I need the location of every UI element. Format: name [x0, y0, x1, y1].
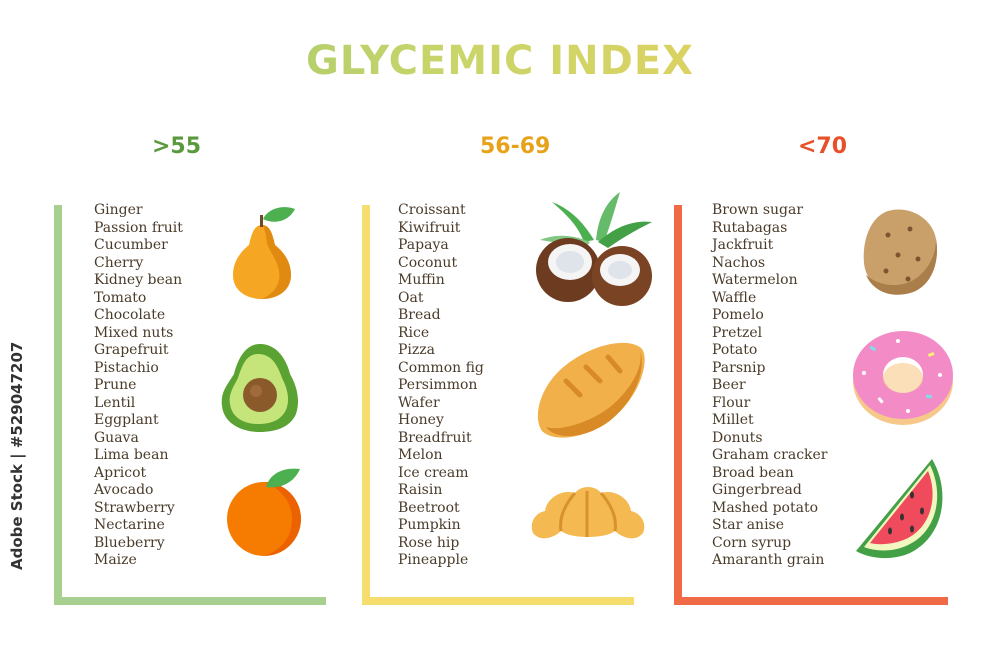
watermelon-icon [856, 459, 943, 559]
food-item: Maize [94, 552, 137, 568]
food-item: Beer [712, 377, 746, 393]
food-item: Gingerbread [712, 482, 802, 498]
food-item: Lima bean [94, 447, 169, 463]
column-frame-left-medium [362, 205, 370, 605]
food-item: Honey [398, 412, 444, 428]
food-item: Cucumber [94, 237, 168, 253]
food-item: Prune [94, 377, 137, 393]
food-item: Chocolate [94, 307, 166, 323]
food-item: Flour [712, 394, 751, 411]
food-item: Pizza [398, 342, 435, 358]
food-item: Millet [712, 412, 754, 428]
food-item: Broad bean [712, 464, 794, 481]
food-item: Pistachio [94, 359, 159, 376]
page-title: GLYCEMIC INDEX [0, 38, 1000, 84]
food-item: Pretzel [712, 324, 763, 341]
food-item: Graham cracker [712, 447, 828, 463]
food-item: Nachos [712, 254, 766, 271]
food-item: Parsnip [712, 359, 766, 376]
food-item: Star anise [712, 517, 785, 533]
column-frame-bottom-low [54, 597, 326, 605]
food-item: Donuts [712, 429, 763, 446]
food-item: Waffle [712, 289, 757, 306]
food-item: Kidney bean [94, 272, 183, 288]
food-list-medium: Croissant Kiwifruit Papaya Coconut Muffin Oat… [398, 202, 484, 570]
food-item: Muffin [398, 272, 445, 288]
food-item: Raisin [398, 482, 443, 498]
food-item: Corn syrup [712, 534, 792, 551]
food-item: Persimmon [398, 377, 478, 393]
watermark: Adobe Stock | #529047207 [8, 341, 26, 570]
food-item: Tomato [94, 289, 147, 306]
food-item: Beetroot [398, 499, 460, 516]
food-list-low: Ginger Passion fruit Cucumber Cherry Kidney … [94, 202, 183, 570]
food-item: Cherry [94, 254, 144, 271]
column-frame-bottom-high [674, 597, 948, 605]
food-item: Mashed potato [712, 499, 818, 516]
food-item: Passion fruit [94, 219, 183, 236]
food-item: Pumpkin [398, 517, 461, 533]
food-item: Kiwifruit [398, 219, 461, 236]
food-item: Mixed nuts [94, 324, 174, 341]
food-list-high: Brown sugar Rutabagas Jackfruit Nachos Water… [712, 202, 828, 570]
food-item: Eggplant [94, 412, 159, 428]
food-item: Brown sugar [712, 202, 804, 218]
food-item: Potato [712, 342, 758, 358]
food-item: Coconut [398, 254, 458, 271]
food-item: Guava [94, 429, 139, 446]
food-item: Strawberry [94, 499, 175, 516]
croissant-icon [531, 487, 645, 539]
bread-icon [537, 342, 645, 438]
food-item: Avocado [94, 482, 154, 498]
column-heading-low: >55 [152, 134, 202, 159]
food-item: Blueberry [94, 534, 165, 551]
food-item: Bread [398, 307, 441, 323]
potato-icon [863, 209, 937, 295]
food-item: Melon [398, 447, 443, 463]
column-heading-high: <70 [798, 134, 848, 159]
column-frame-left-high [674, 205, 682, 605]
orange-icon [227, 468, 301, 556]
food-item: Oat [398, 289, 424, 306]
food-item: Papaya [398, 237, 449, 253]
column-frame-bottom-medium [362, 597, 634, 605]
food-item: Common fig [398, 359, 484, 376]
food-item: Ice cream [398, 464, 469, 481]
food-item: Grapefruit [94, 342, 169, 358]
food-item: Amaranth grain [712, 552, 825, 568]
food-item: Lentil [94, 394, 136, 411]
food-item: Watermelon [712, 272, 798, 288]
coconut-icon [536, 192, 652, 306]
food-item: Rose hip [398, 534, 460, 551]
food-item: Nectarine [94, 517, 165, 533]
food-item: Rice [398, 324, 430, 341]
food-item: Ginger [94, 202, 143, 218]
food-item: Pineapple [398, 552, 469, 568]
food-item: Breadfruit [398, 429, 472, 446]
avocado-icon [221, 344, 298, 432]
column-frame-left-low [54, 205, 62, 605]
food-item: Croissant [398, 202, 466, 218]
food-item: Pomelo [712, 307, 764, 323]
column-heading-medium: 56-69 [480, 134, 551, 159]
food-item: Wafer [398, 394, 440, 411]
pear-icon [233, 207, 295, 299]
donut-icon [853, 331, 953, 425]
food-item: Apricot [94, 464, 147, 481]
food-item: Rutabagas [712, 219, 788, 236]
food-item: Jackfruit [712, 237, 774, 253]
